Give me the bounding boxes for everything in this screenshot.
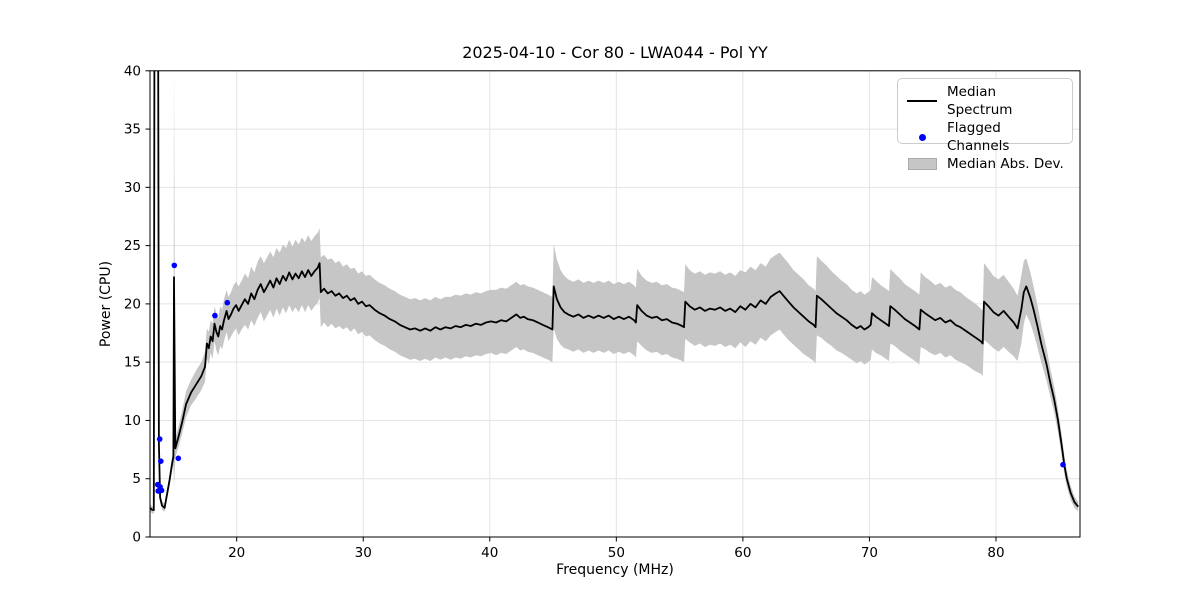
legend-label: Flagged Channels — [947, 120, 1010, 154]
y-tick-label: 10 — [124, 413, 141, 429]
axis-ticks — [145, 70, 997, 542]
x-tick-label: 50 — [608, 545, 625, 561]
flagged-channel-dot — [212, 312, 218, 319]
y-tick-label: 30 — [124, 180, 141, 196]
flagged-channel-dot — [1060, 461, 1066, 468]
x-tick-label: 70 — [861, 545, 878, 561]
chart-title: 2025-04-10 - Cor 80 - LWA044 - Pol YY — [462, 43, 768, 62]
flagged-channel-dot — [158, 458, 164, 465]
median-line-sample-icon — [907, 100, 937, 102]
flagged-channel-dot — [158, 487, 165, 494]
y-tick-label: 20 — [124, 296, 141, 312]
y-axis-label: Power (CPU) — [98, 260, 114, 348]
x-tick-label: 60 — [734, 545, 751, 561]
legend-item-median-abs-dev: Median Abs. Dev. — [907, 155, 1064, 173]
legend-label: Median Spectrum — [947, 84, 1013, 118]
median-spectrum-line — [150, 70, 1079, 512]
x-tick-label: 20 — [228, 545, 245, 561]
flagged-dot-sample-icon — [907, 133, 937, 141]
y-tick-label: 0 — [132, 530, 141, 546]
y-tick-label: 35 — [124, 122, 141, 138]
y-tick-label: 5 — [132, 471, 141, 487]
x-axis-label: Frequency (MHz) — [556, 562, 674, 578]
x-tick-label: 40 — [481, 545, 498, 561]
legend-label: Median Abs. Dev. — [947, 156, 1064, 172]
axis-tick-labels: 20 30 40 50 60 70 80 0 5 10 15 20 25 30 35 40 — [124, 63, 1005, 561]
x-tick-label: 80 — [987, 545, 1004, 561]
y-tick-label: 40 — [124, 63, 141, 79]
y-tick-label: 25 — [124, 238, 141, 254]
legend-item-flagged-channels: Flagged Channels — [907, 119, 1064, 155]
legend-item-median-spectrum: Median Spectrum — [907, 83, 1064, 119]
flagged-channels-points — [154, 262, 1066, 494]
legend: Median Spectrum Flagged Channels Median … — [897, 78, 1073, 172]
x-tick-label: 30 — [355, 545, 372, 561]
y-tick-label: 15 — [124, 355, 141, 371]
flagged-channel-dot — [171, 262, 178, 269]
mad-band-area — [150, 70, 1079, 514]
flagged-channel-dot — [156, 436, 163, 442]
flagged-channel-dot — [175, 455, 182, 462]
flagged-channel-dot — [224, 299, 231, 306]
mad-patch-sample-icon — [907, 158, 937, 170]
